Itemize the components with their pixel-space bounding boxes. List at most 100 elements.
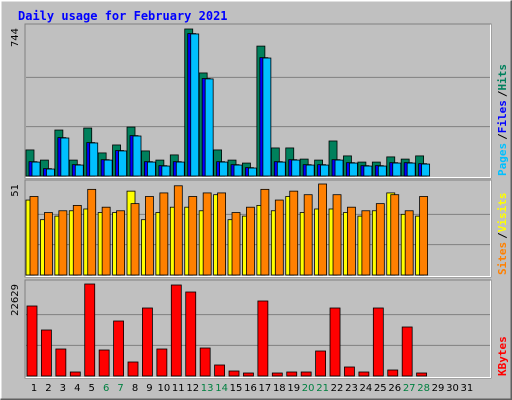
x-tick-label: 31 <box>461 383 474 394</box>
legend-separator: / <box>496 133 509 140</box>
bar <box>46 168 55 177</box>
bar <box>113 320 124 377</box>
bar <box>156 348 168 377</box>
bar <box>260 188 270 276</box>
x-tick-label: 11 <box>172 383 185 394</box>
bar <box>84 283 96 377</box>
plot-bevel <box>25 280 491 378</box>
bar <box>377 165 387 177</box>
legend-entry: Visits <box>496 193 509 233</box>
bar <box>358 371 370 377</box>
x-tick-label: 13 <box>201 383 214 394</box>
bar <box>161 165 171 177</box>
bar <box>103 159 113 177</box>
bar <box>315 350 327 377</box>
bar <box>185 291 197 377</box>
legend-entry: Pages <box>496 143 509 176</box>
bar <box>404 210 414 276</box>
x-tick-label: 8 <box>132 383 138 394</box>
bar <box>361 210 371 276</box>
bar <box>132 135 142 177</box>
x-tick-label: 17 <box>259 383 272 394</box>
bar <box>334 159 344 177</box>
x-tick-label: 30 <box>446 383 459 394</box>
bar <box>199 347 211 377</box>
y-tick-label: 744 <box>10 28 21 47</box>
bar <box>29 196 39 276</box>
bar <box>421 163 431 177</box>
bar <box>375 203 385 276</box>
x-tick-label: 21 <box>316 383 329 394</box>
bar <box>231 212 241 276</box>
bar <box>372 307 384 377</box>
x-tick-label: 27 <box>403 383 416 394</box>
x-tick-label: 4 <box>74 383 80 394</box>
x-tick-label: 22 <box>331 383 344 394</box>
bar <box>116 210 125 276</box>
bar <box>286 371 298 377</box>
bar <box>390 194 400 276</box>
bar <box>74 164 84 177</box>
bar <box>262 57 272 177</box>
legend-entry: Sites <box>496 242 509 275</box>
x-tick-label: 3 <box>60 383 66 394</box>
bar <box>332 194 342 276</box>
bar <box>347 206 356 276</box>
x-tick-label: 10 <box>158 383 171 394</box>
x-tick-label: 2 <box>45 383 51 394</box>
chart-title: Daily usage for February 2021 <box>18 9 228 23</box>
bar <box>31 161 41 177</box>
x-tick-label: 1 <box>31 383 37 394</box>
bar <box>214 364 225 377</box>
y-tick-label: 22629 <box>10 284 21 316</box>
bar <box>98 349 110 377</box>
bar <box>217 192 226 276</box>
bar <box>416 372 428 377</box>
x-tick-label: 9 <box>146 383 152 394</box>
bar <box>55 348 67 377</box>
bar <box>89 142 99 177</box>
legend-entry: KBytes <box>496 336 509 376</box>
legend: Pages/Files/Hits <box>496 64 509 176</box>
bar <box>130 203 140 276</box>
bar <box>349 162 358 177</box>
bar <box>271 372 283 377</box>
bar <box>127 361 139 377</box>
legend: Sites /Visits <box>496 193 509 276</box>
bar <box>159 192 169 276</box>
x-tick-label: 25 <box>374 383 387 394</box>
x-tick-label: 18 <box>273 383 286 394</box>
bar <box>344 366 355 377</box>
bar <box>60 137 70 177</box>
bar <box>188 196 198 276</box>
bar <box>419 196 429 276</box>
x-tick-label: 29 <box>432 383 445 394</box>
bar <box>69 371 81 377</box>
bar <box>118 150 127 177</box>
bar <box>145 196 154 276</box>
bar <box>387 369 399 377</box>
bar <box>58 210 68 276</box>
bar <box>289 190 299 276</box>
legend-entry: Hits <box>496 64 509 91</box>
bar <box>204 78 214 177</box>
bar <box>175 161 185 177</box>
legend-separator: / <box>496 90 509 97</box>
x-tick-label: 6 <box>103 383 109 394</box>
bar <box>72 205 82 276</box>
legend-separator: / <box>496 232 509 239</box>
x-tick-label: 15 <box>230 383 243 394</box>
x-tick-label: 7 <box>117 383 123 394</box>
x-tick-label: 5 <box>89 383 95 394</box>
bar <box>41 329 52 377</box>
bar <box>228 370 240 377</box>
bar <box>44 212 53 276</box>
x-tick-label: 24 <box>360 383 373 394</box>
bar <box>243 372 254 377</box>
bar <box>101 206 111 276</box>
x-tick-label: 12 <box>186 383 199 394</box>
bar <box>276 161 286 177</box>
bar <box>26 305 38 377</box>
